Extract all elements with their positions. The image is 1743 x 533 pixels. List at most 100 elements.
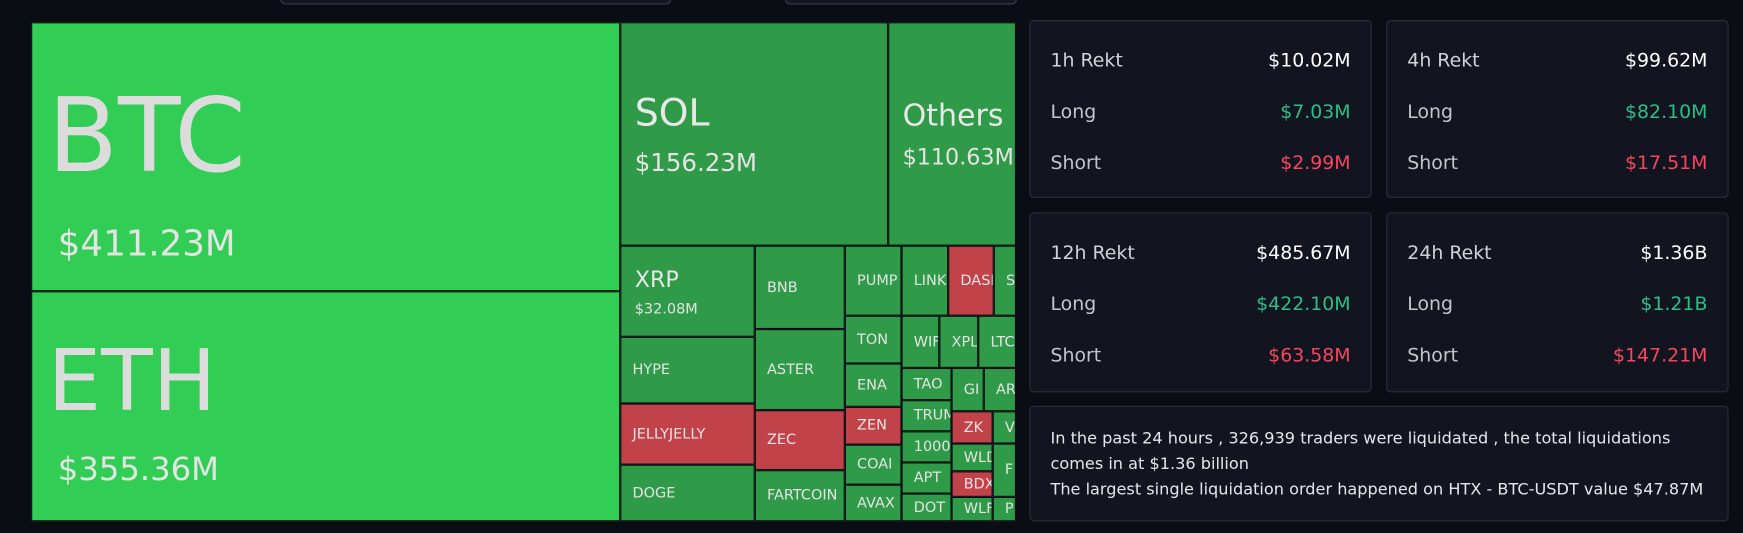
tile[interactable]: V xyxy=(992,411,1017,444)
stat-label: 1h Rekt xyxy=(1050,50,1123,73)
tile-label: COAI xyxy=(857,456,893,473)
tile[interactable]: LTC xyxy=(978,315,1017,368)
stat-label: 4h Rekt xyxy=(1407,50,1480,73)
summary-line: The largest single liquidation order hap… xyxy=(1050,481,1704,500)
stat-row: 12h Rekt $485.67M xyxy=(1050,242,1350,265)
tile[interactable]: ENA xyxy=(844,363,902,407)
tile[interactable]: GI xyxy=(951,367,984,412)
tile-label: TAO xyxy=(913,375,943,393)
stat-value: $147.21M xyxy=(1612,344,1708,367)
tile-label: 1000I xyxy=(913,438,952,456)
tile-label: BTC xyxy=(47,76,246,196)
stat-label: 24h Rekt xyxy=(1407,242,1492,265)
tile-label: GI xyxy=(963,381,980,398)
tile[interactable]: DASH xyxy=(948,245,994,316)
tile[interactable]: 1000I xyxy=(901,431,952,463)
tile[interactable]: BDX xyxy=(951,471,993,497)
stat-label: Long xyxy=(1050,101,1097,124)
tile-label: HYPE xyxy=(632,361,671,379)
tile[interactable]: ZEN xyxy=(844,406,902,445)
tile-label: S xyxy=(1006,272,1016,290)
stat-label: Long xyxy=(1407,293,1454,316)
stat-value: $63.58M xyxy=(1268,344,1351,367)
tile-value: $411.23M xyxy=(57,222,236,265)
stat-row: Short $63.58M xyxy=(1050,344,1351,367)
dropdown[interactable] xyxy=(784,0,1018,5)
stat-label: Short xyxy=(1407,344,1459,367)
tile[interactable]: F xyxy=(992,443,1017,497)
stat-card: 24h Rekt $1.36B Long $1.21B Short $147.21M xyxy=(1386,212,1729,393)
tile-label: WLF xyxy=(963,500,993,518)
tile-label: SOL xyxy=(634,91,710,136)
tile-value: $110.63M xyxy=(902,143,1014,171)
tile[interactable]: APT xyxy=(901,462,952,494)
stat-label: Long xyxy=(1407,101,1454,124)
tile-label: XPL xyxy=(951,333,979,351)
tile[interactable]: HYPE xyxy=(620,336,755,404)
tile[interactable]: FARTCOIN xyxy=(754,470,845,522)
tile[interactable]: AR xyxy=(983,367,1017,412)
tile[interactable]: WLD xyxy=(951,443,993,472)
tile-label: FARTCOIN xyxy=(767,487,838,505)
stat-label: Long xyxy=(1050,293,1097,316)
stat-row: Short $2.99M xyxy=(1050,152,1350,175)
stat-label: Short xyxy=(1050,152,1102,175)
tile[interactable]: SOL $156.23M xyxy=(620,22,889,246)
tile[interactable]: ZEC xyxy=(754,410,845,471)
tile[interactable]: TON xyxy=(844,315,902,364)
stat-value: $17.51M xyxy=(1625,152,1708,175)
tile[interactable]: S xyxy=(993,245,1017,316)
stat-value: $422.10M xyxy=(1256,293,1351,316)
tile[interactable]: LINK xyxy=(901,245,949,316)
stat-value: $7.03M xyxy=(1280,101,1351,124)
tile[interactable]: PUMP xyxy=(844,245,902,316)
tile[interactable]: BTC $411.23M xyxy=(31,22,621,292)
tile-label: ZEN xyxy=(857,417,887,435)
summary: In the past 24 hours , 326,939 traders w… xyxy=(1029,405,1729,522)
tile[interactable]: ETH $355.36M xyxy=(31,291,621,522)
stat-value: $82.10M xyxy=(1625,101,1708,124)
stat-label: Short xyxy=(1407,152,1459,175)
tile[interactable]: TRUM xyxy=(901,400,952,432)
tile-label: XRP xyxy=(634,265,679,293)
stat-value: $99.62M xyxy=(1625,50,1708,73)
tile[interactable]: XRP $32.08M xyxy=(620,245,755,337)
stat-value: $1.36B xyxy=(1640,242,1708,265)
tile-label: AVAX xyxy=(857,494,895,512)
tile[interactable]: AVAX xyxy=(844,484,902,522)
tile-label: V xyxy=(1004,419,1015,436)
tile-label: ZEC xyxy=(767,431,797,449)
tile-label: Others xyxy=(902,98,1004,134)
tile-label: TRUM xyxy=(913,407,952,425)
tile[interactable]: DOT xyxy=(901,493,952,522)
tile-label: DOGE xyxy=(632,484,676,502)
tile[interactable]: COAI xyxy=(844,444,902,485)
tile-label: ENA xyxy=(857,376,887,394)
tile[interactable]: Others $110.63M xyxy=(888,22,1017,246)
tile[interactable]: XPL xyxy=(939,315,979,368)
tile[interactable]: ZK xyxy=(951,411,993,444)
stat-value: $10.02M xyxy=(1268,50,1351,73)
tile[interactable]: JELLYJELLY xyxy=(620,403,755,465)
tile-label: WLD xyxy=(963,449,992,466)
stat-label: 12h Rekt xyxy=(1050,242,1135,265)
tile-label: DASH xyxy=(960,272,992,290)
stat-row: 1h Rekt $10.02M xyxy=(1050,52,1350,71)
tile[interactable]: BNB xyxy=(754,245,845,330)
tile[interactable]: WLF xyxy=(951,496,993,522)
tile-label: DOT xyxy=(913,499,946,516)
tile-label: WIF xyxy=(913,333,940,351)
stat-row: Long $7.03M xyxy=(1050,103,1350,122)
tile[interactable]: P xyxy=(992,496,1017,522)
tile-label: TON xyxy=(857,331,889,348)
tile-label: LTC xyxy=(990,333,1015,351)
tile[interactable]: DOGE xyxy=(620,464,755,522)
tile[interactable]: WIF xyxy=(901,315,940,368)
dropdown[interactable] xyxy=(280,0,672,5)
tile[interactable]: ASTER xyxy=(754,329,845,411)
tile-label: ETH xyxy=(47,331,217,431)
tile[interactable]: TAO xyxy=(901,367,952,401)
stat-row: 24h Rekt $1.36B xyxy=(1407,242,1708,265)
